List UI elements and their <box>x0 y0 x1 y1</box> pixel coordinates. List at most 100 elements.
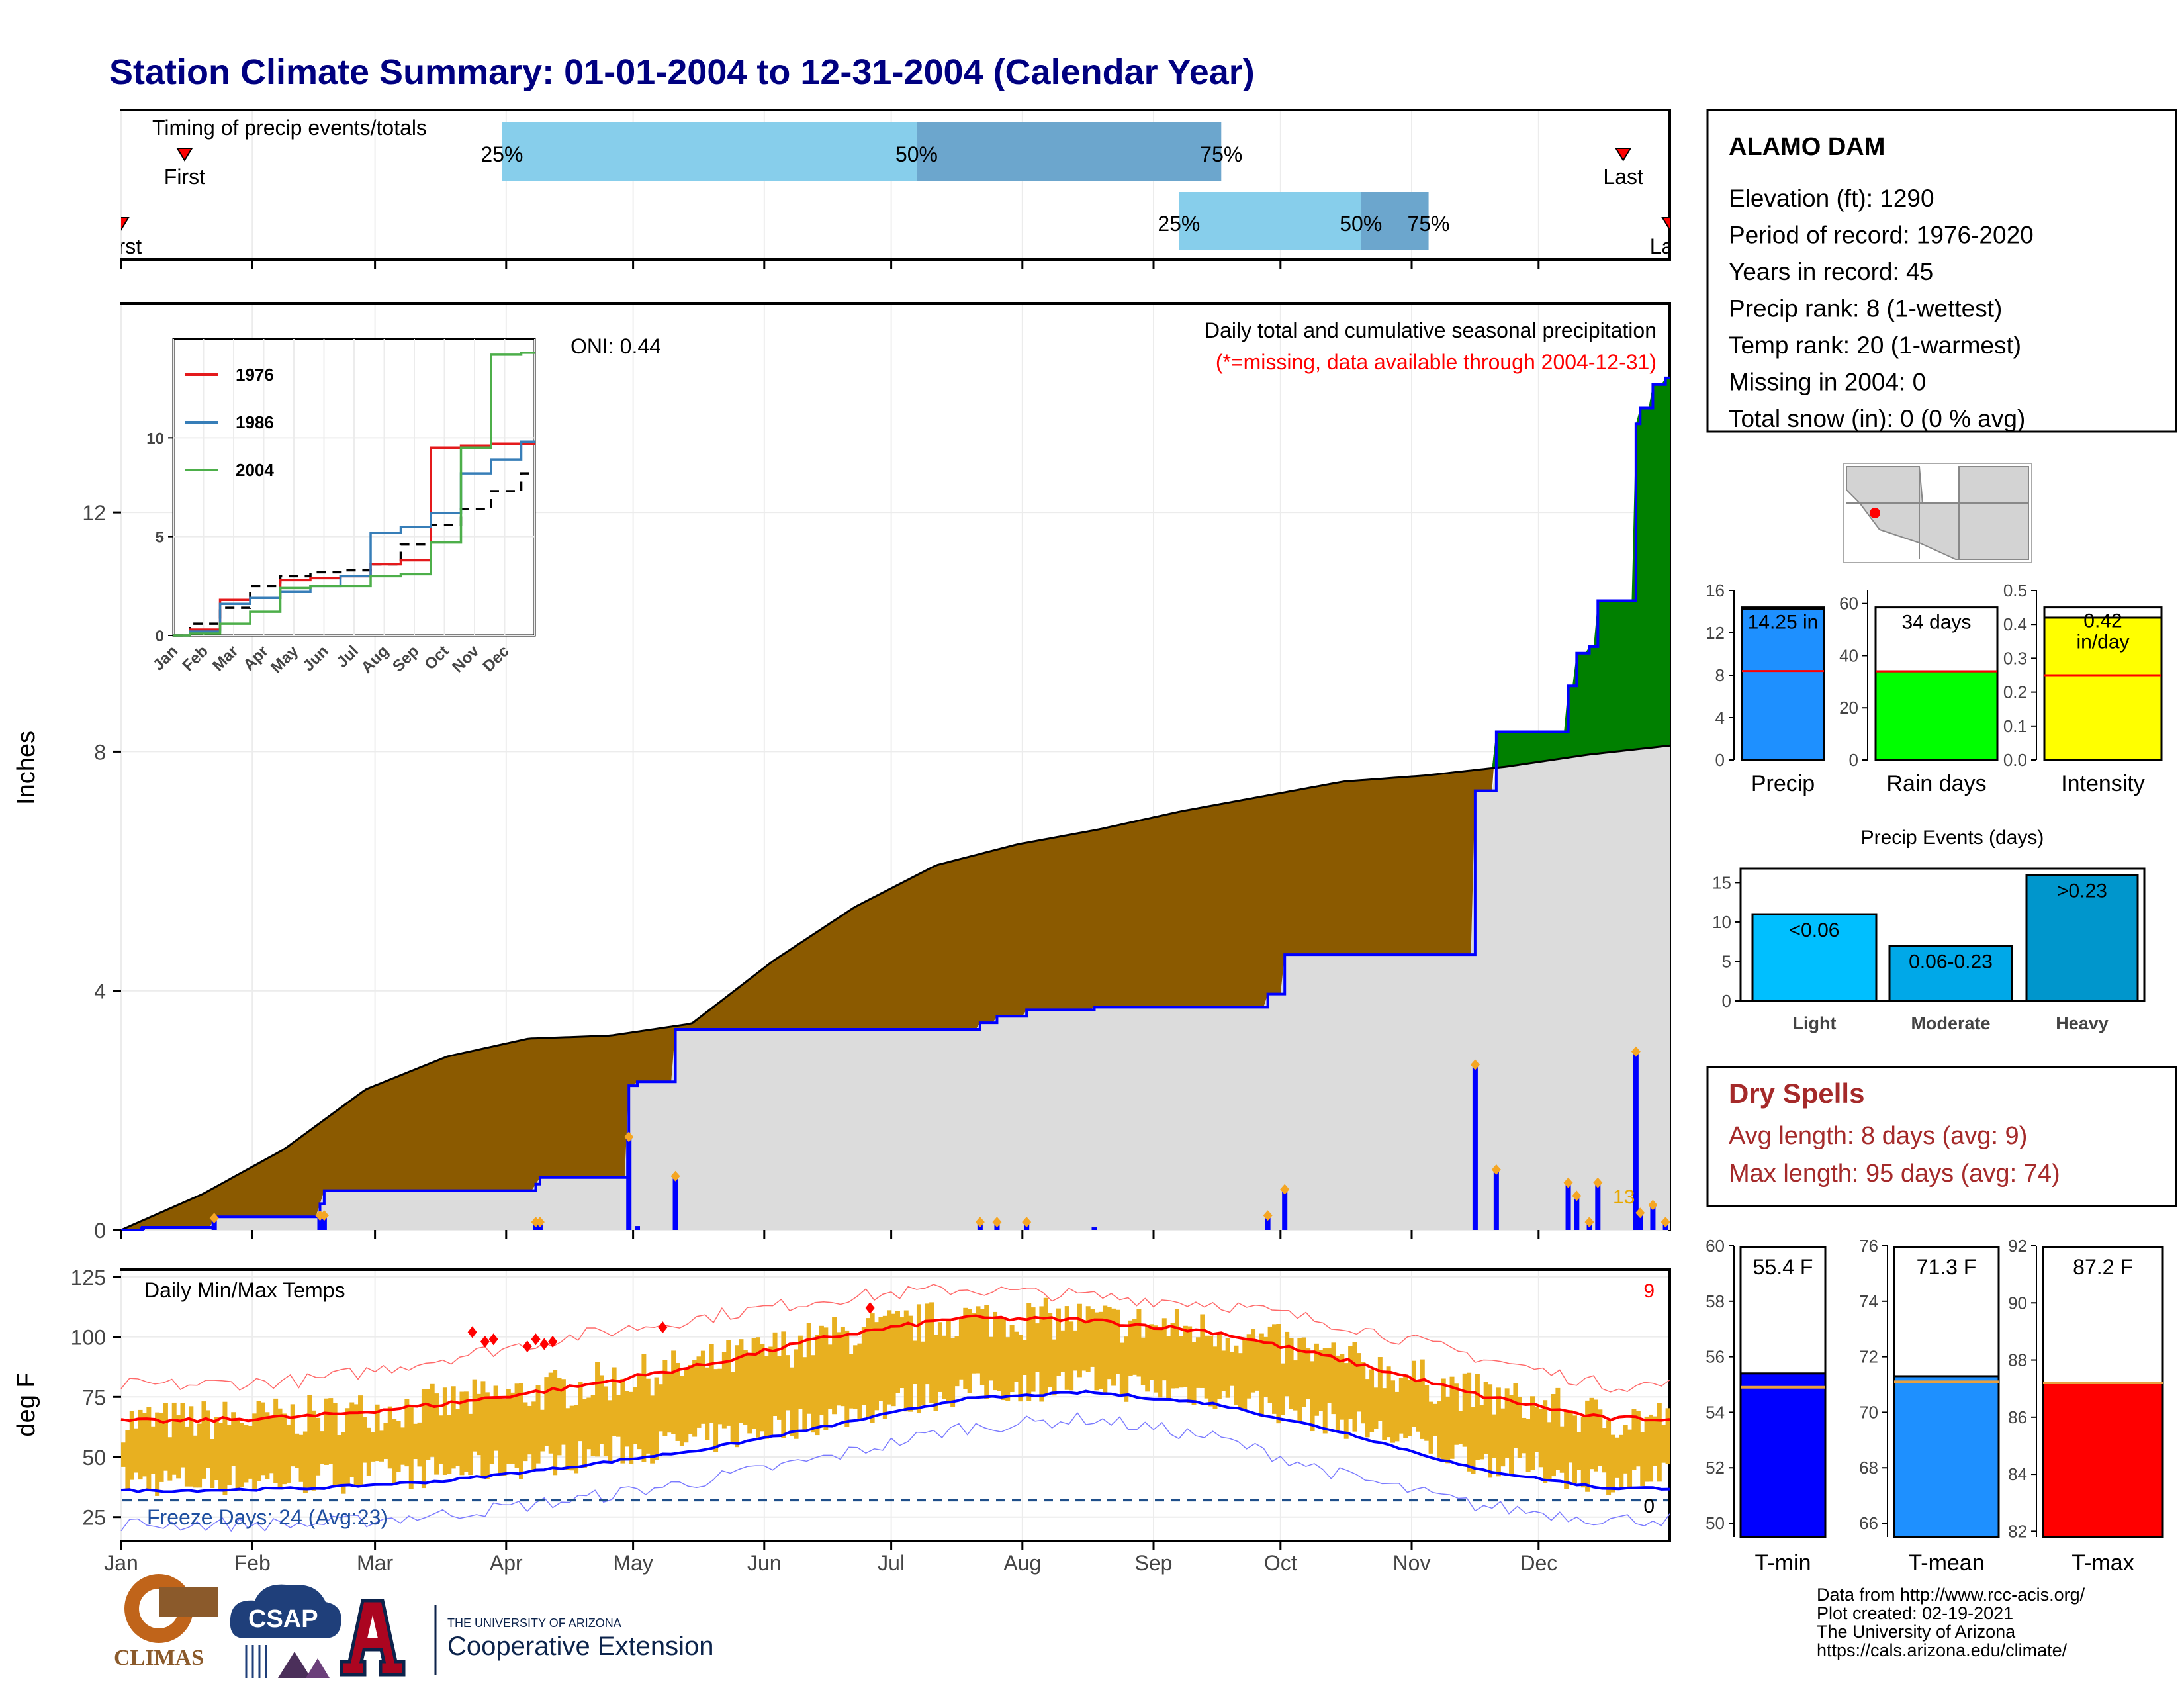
daily-temp-bar <box>1191 1342 1197 1405</box>
daily-temp-bar <box>1467 1372 1472 1472</box>
daily-temp-bar <box>1559 1426 1565 1473</box>
daily-precip-marker <box>670 1170 680 1182</box>
daily-temp-bar <box>408 1407 414 1489</box>
tempbar-y-tick-label: 56 <box>1706 1347 1725 1367</box>
daily-temp-bar <box>302 1431 308 1493</box>
daily-temp-bar <box>134 1428 139 1473</box>
daily-precip-marker <box>1563 1177 1573 1188</box>
precip-y-tick-label: 12 <box>82 501 106 525</box>
daily-precip-marker <box>319 1210 329 1221</box>
events-y-tick-label: 0 <box>1722 991 1731 1011</box>
daily-temp-bar <box>1179 1336 1184 1388</box>
daily-temp-bar <box>972 1313 977 1374</box>
daily-precip-bar <box>1091 1227 1097 1230</box>
daily-temp-bar <box>565 1408 570 1470</box>
daily-temp-bar <box>569 1405 574 1471</box>
daily-temp-bar <box>1081 1320 1087 1371</box>
temp-zero-count: 0 <box>1643 1495 1655 1517</box>
daily-temp-bar <box>539 1409 545 1452</box>
daily-temp-bar <box>1154 1325 1158 1393</box>
timing-q25-label: 25% <box>1158 212 1200 236</box>
station-info-line: Period of record: 1976-2020 <box>1729 222 2034 249</box>
daily-temp-bar <box>155 1412 160 1496</box>
dry-spells-box: Dry Spells Avg length: 8 days (avg: 9) M… <box>1706 1066 2177 1207</box>
tempbar-y-tick-label: 50 <box>1706 1513 1725 1533</box>
daily-temp-bar <box>772 1332 778 1417</box>
daily-temp-bar <box>197 1423 203 1488</box>
daily-temp-bar <box>853 1345 858 1409</box>
daily-temp-bar <box>997 1316 1002 1391</box>
csap-logo: CSAP <box>230 1584 341 1678</box>
temp-bar-charts: 50 52 54 56 58 60 55.4 F T-min 66 68 70 72 74 76 71.3 … <box>1706 1236 2164 1575</box>
daily-temp-bar <box>1453 1383 1459 1445</box>
daily-temp-bar <box>1128 1320 1133 1376</box>
daily-temp-bar <box>603 1386 608 1456</box>
daily-temp-bar <box>866 1318 871 1418</box>
daily-temp-bar <box>620 1378 625 1464</box>
daily-temp-bar <box>1094 1312 1099 1391</box>
daily-temp-bar <box>1661 1425 1666 1463</box>
daily-temp-bar <box>608 1400 613 1462</box>
daily-temp-bar <box>222 1401 228 1495</box>
daily-temp-bar <box>874 1322 880 1411</box>
daily-temp-bar <box>413 1423 418 1459</box>
daily-precip-bar <box>626 1138 632 1230</box>
location-map <box>1843 463 2032 563</box>
timing-q50-q75-bar <box>1361 192 1429 250</box>
timing-q25-label: 25% <box>480 142 523 166</box>
daily-temp-bar <box>332 1403 338 1485</box>
daily-temp-bar <box>256 1400 261 1481</box>
daily-temp-bar <box>375 1404 380 1462</box>
daily-temp-bar <box>785 1355 790 1411</box>
inset-y-tick-label: 10 <box>146 430 164 447</box>
daily-precip-marker <box>1593 1177 1603 1188</box>
daily-temp-bar <box>434 1393 439 1475</box>
daily-temp-bar <box>1475 1374 1480 1460</box>
daily-temp-bar <box>1551 1394 1556 1477</box>
minibar-value-unit: in/day <box>2076 632 2129 653</box>
daily-temp-bar <box>1665 1408 1670 1464</box>
daily-temp-bar <box>1276 1324 1281 1424</box>
tempbar-value-label: 87.2 F <box>2073 1255 2133 1279</box>
minibar-value-label: 14.25 in <box>1748 612 1819 633</box>
daily-temp-bar <box>1449 1376 1455 1459</box>
daily-temp-bar <box>696 1356 702 1428</box>
daily-precip-bar <box>1650 1206 1656 1230</box>
daily-temp-bar <box>1026 1303 1032 1401</box>
daily-temp-bar <box>1115 1309 1120 1374</box>
tempbar-y-tick-label: 92 <box>2008 1236 2027 1256</box>
daily-temp-bar <box>1653 1416 1658 1466</box>
daily-precip-bar <box>1282 1190 1288 1230</box>
daily-temp-bar <box>916 1304 921 1414</box>
month-axis-label: Jul <box>878 1551 905 1575</box>
daily-temp-bar <box>1230 1352 1235 1386</box>
daily-temp-bar <box>925 1303 930 1385</box>
daily-temp-bar <box>878 1317 884 1401</box>
daily-temp-bar <box>392 1419 397 1484</box>
daily-temp-bar <box>273 1398 279 1483</box>
daily-temp-bar <box>1124 1336 1129 1402</box>
daily-temp-bar <box>180 1403 185 1468</box>
daily-temp-bar <box>138 1409 143 1480</box>
daily-temp-bar <box>1365 1379 1370 1438</box>
daily-temp-bar <box>383 1423 388 1459</box>
daily-temp-bar <box>624 1391 629 1447</box>
daily-temp-bar <box>946 1320 951 1402</box>
daily-temp-bar <box>578 1382 583 1442</box>
daily-temp-bar <box>557 1378 562 1456</box>
daily-temp-bar <box>921 1341 926 1406</box>
daily-temp-bar <box>1145 1327 1150 1392</box>
station-location-dot <box>1870 508 1880 518</box>
daily-temp-bar <box>1343 1363 1349 1439</box>
tempbar-y-tick-label: 68 <box>1859 1458 1878 1477</box>
month-axis-label: Apr <box>490 1551 523 1575</box>
daily-temp-bar <box>1069 1321 1074 1391</box>
daily-temp-bar <box>1416 1380 1421 1432</box>
daily-temp-bar <box>1585 1400 1590 1492</box>
daily-temp-bar <box>1077 1303 1082 1378</box>
daily-temp-bar <box>1136 1309 1142 1377</box>
daily-temp-bar <box>1255 1340 1260 1391</box>
daily-temp-bar <box>802 1357 807 1431</box>
events-y-tick-label: 15 <box>1712 872 1731 892</box>
daily-temp-bar <box>451 1386 456 1469</box>
